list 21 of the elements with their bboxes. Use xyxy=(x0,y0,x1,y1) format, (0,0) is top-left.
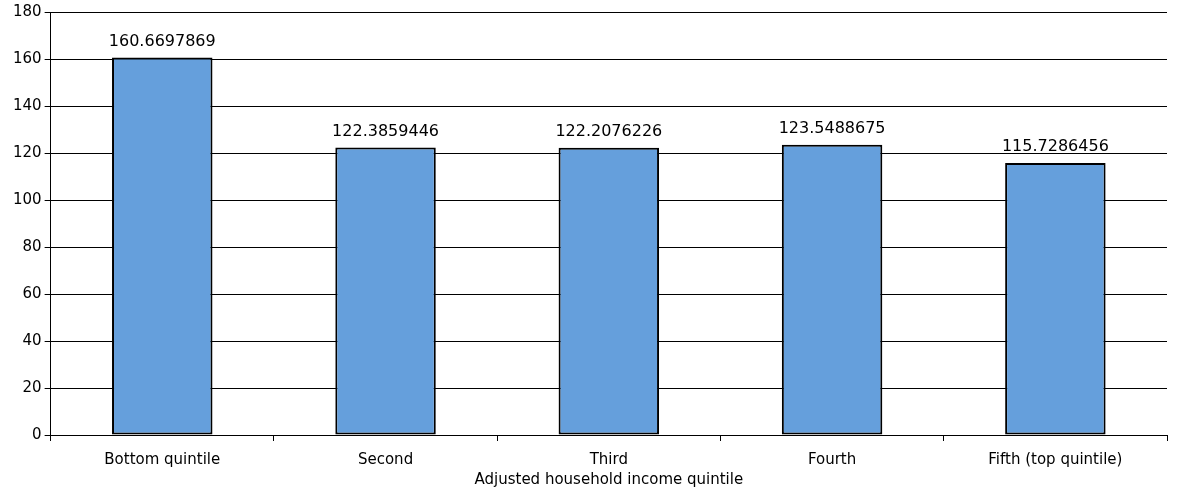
x-tick-label: Fifth (top quintile) xyxy=(988,449,1123,468)
x-tick-label: Fourth xyxy=(807,449,857,468)
x-tick-label: Second xyxy=(357,449,414,468)
y-tick-label: 180 xyxy=(12,1,42,20)
data-label: 115.7286456 xyxy=(1001,136,1109,156)
x-tick-label: Third xyxy=(588,449,628,468)
x-tick-label: Bottom quintile xyxy=(104,449,221,468)
x-axis-title: Adjusted household income quintile xyxy=(474,469,744,488)
y-tick-label: 60 xyxy=(22,283,42,302)
data-label: 122.3859446 xyxy=(332,120,439,140)
y-tick-label: 120 xyxy=(12,142,42,161)
y-tick-label: 0 xyxy=(32,424,42,443)
y-tick-label: 100 xyxy=(12,189,42,208)
data-label: 123.5488675 xyxy=(778,117,886,137)
y-tick-label: 80 xyxy=(22,236,42,255)
y-tick-label: 140 xyxy=(12,95,42,114)
data-label: 122.2076226 xyxy=(555,120,663,140)
y-tick-label: 40 xyxy=(22,330,42,349)
y-tick-label: 20 xyxy=(22,377,42,396)
y-tick-label: 160 xyxy=(12,48,42,67)
data-label: 160.6697869 xyxy=(108,30,216,50)
